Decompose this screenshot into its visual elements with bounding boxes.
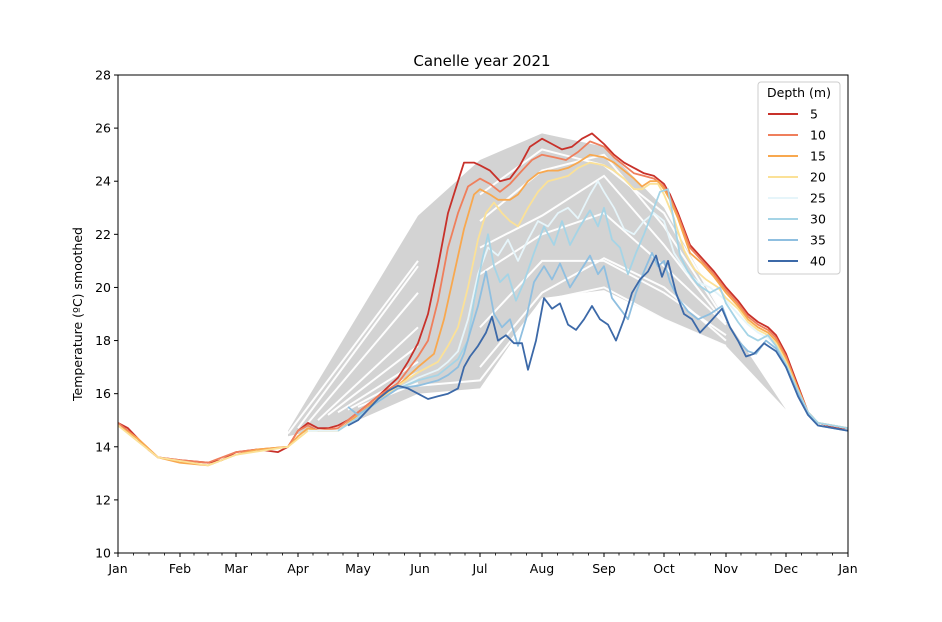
y-axis-label: Temperature (ºC) smoothed — [70, 227, 85, 402]
legend-label-35: 35 — [810, 233, 826, 248]
series-line-25 — [308, 180, 848, 432]
x-tick-label: Sep — [592, 561, 616, 576]
y-tick-label: 28 — [95, 68, 111, 83]
climatology-line — [479, 174, 727, 326]
legend-label-15: 15 — [810, 149, 826, 164]
y-tick-label: 22 — [95, 227, 111, 242]
x-tick-label: Oct — [653, 561, 675, 576]
series-line-30 — [337, 188, 848, 432]
x-tick-label: Nov — [714, 561, 739, 576]
y-tick-label: 20 — [95, 280, 111, 295]
y-tick-label: 26 — [95, 121, 111, 136]
x-tick-label: May — [345, 561, 371, 576]
x-tick-label: Aug — [530, 561, 554, 576]
y-tick-label: 24 — [95, 174, 111, 189]
climatology-envelope — [288, 133, 786, 437]
x-tick-label: Dec — [774, 561, 798, 576]
climatology-band — [288, 133, 786, 437]
y-tick-label: 12 — [95, 492, 111, 507]
climatology-line — [287, 260, 419, 435]
y-tick-label: 16 — [95, 386, 111, 401]
plot-area — [117, 74, 849, 554]
y-axis: 10 12 14 16 18 20 22 24 26 28 — [95, 68, 118, 561]
x-axis: Jan Feb Mar Apr May Jun Jul Aug Sep Oct Nov Dec Jan — [107, 553, 858, 576]
series-line-10 — [118, 140, 848, 464]
x-tick-label: Jan — [107, 561, 127, 576]
x-tick-label: Jun — [409, 561, 430, 576]
legend: Depth (m) 5 10 15 20 25 30 35 40 — [757, 81, 841, 275]
x-tick-label: Jan — [837, 561, 857, 576]
climatology-line — [417, 286, 727, 387]
series-line-35 — [347, 251, 848, 432]
y-tick-label: 18 — [95, 333, 111, 348]
climatology-line — [337, 360, 419, 414]
climatology-line — [327, 345, 419, 416]
x-tick-label: Apr — [287, 561, 309, 576]
x-tick-label: Feb — [169, 561, 191, 576]
climatology-line — [317, 326, 419, 421]
legend-label-30: 30 — [810, 212, 826, 227]
climatology-lines — [118, 148, 727, 459]
series-line-20 — [118, 161, 848, 467]
climatology-line — [118, 445, 159, 459]
legend-label-10: 10 — [810, 128, 826, 143]
plot-frame — [117, 74, 849, 554]
y-tick-label: 14 — [95, 439, 111, 454]
climatology-line — [479, 153, 727, 323]
chart-title: Canelle year 2021 — [413, 52, 550, 70]
x-tick-label: Mar — [224, 561, 248, 576]
series-line-40 — [347, 254, 848, 432]
climatology-line — [297, 265, 419, 429]
climatology-line — [479, 257, 727, 368]
climatology-line — [307, 292, 419, 424]
series-lines — [118, 132, 848, 467]
climatology-line — [479, 211, 727, 326]
y-tick-label: 10 — [95, 546, 111, 561]
legend-label-5: 5 — [810, 107, 818, 122]
legend-title: Depth (m) — [767, 85, 831, 100]
legend-label-40: 40 — [810, 254, 826, 269]
x-tick-label: Jul — [471, 561, 487, 576]
legend-label-25: 25 — [810, 191, 826, 206]
legend-box — [757, 81, 841, 275]
legend-label-20: 20 — [810, 170, 826, 185]
series-line-15 — [118, 153, 848, 467]
